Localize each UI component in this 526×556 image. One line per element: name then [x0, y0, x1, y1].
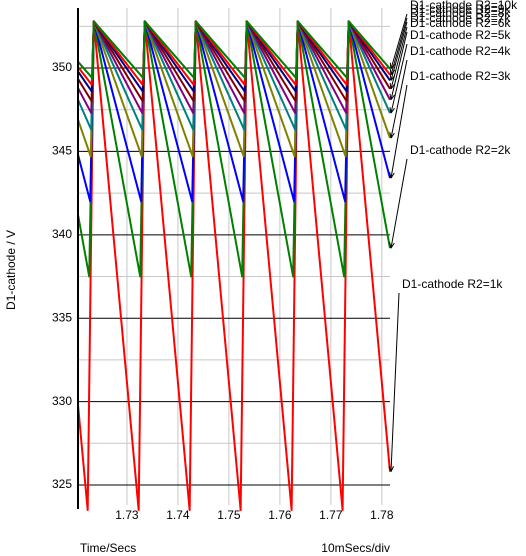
series-line	[77, 20, 391, 131]
y-tick-label: 335	[52, 310, 72, 324]
x-axis-label: Time/Secs	[80, 541, 136, 555]
series-line	[77, 20, 391, 80]
label-arrow	[390, 84, 408, 179]
x-tick-label: 1.74	[166, 508, 190, 522]
label-arrow-head	[389, 93, 395, 101]
legend-label: D1-cathode R2=2k	[410, 143, 511, 157]
legend-label: D1-cathode R2=6k	[410, 16, 511, 30]
series-line	[77, 20, 391, 511]
x-tick-label: 1.76	[268, 508, 292, 522]
label-arrow-head	[388, 465, 395, 472]
label-arrow	[390, 158, 408, 249]
series-line	[77, 20, 391, 203]
legend-label: D1-cathode R2=3k	[410, 69, 511, 83]
y-tick-label: 350	[52, 60, 72, 74]
label-arrow-head	[389, 107, 395, 114]
label-arrow-head	[389, 68, 396, 76]
legend-label: D1-cathode R2=1k	[402, 277, 503, 291]
y-tick-label: 325	[52, 477, 72, 491]
label-arrow	[390, 43, 408, 114]
series-line	[77, 20, 391, 115]
label-arrow-head	[389, 82, 396, 90]
y-axis-label: D1-cathode / V	[4, 230, 18, 310]
label-arrow-head	[389, 172, 395, 179]
label-arrow-head	[389, 62, 396, 70]
legend-label: D1-cathode R2=9k	[410, 2, 511, 16]
y-tick-label: 340	[52, 227, 72, 241]
x-tick-label: 1.77	[319, 508, 343, 522]
legend-label: D1-cathode R2=5k	[410, 28, 511, 42]
legend-label: D1-cathode R2=10k	[410, 0, 518, 12]
series-line	[77, 20, 391, 158]
label-arrow	[390, 26, 408, 90]
label-arrow	[390, 13, 408, 69]
x-tick-label: 1.73	[115, 508, 139, 522]
legend-label: D1-cathode R2=8k	[410, 6, 511, 20]
x-scale-label: 10mSecs/div	[321, 541, 390, 555]
label-arrow	[390, 31, 408, 100]
label-arrow-head	[389, 132, 395, 139]
legend-label: D1-cathode R2=7k	[410, 11, 511, 25]
label-arrow	[390, 59, 408, 139]
label-arrow-head	[389, 242, 395, 249]
label-arrow-head	[389, 74, 396, 81]
x-tick-label: 1.75	[217, 508, 241, 522]
y-tick-label: 345	[52, 144, 72, 158]
series-line	[77, 20, 391, 278]
legend-label: D1-cathode R2=4k	[410, 44, 511, 58]
x-tick-label: 1.78	[370, 508, 394, 522]
label-arrow	[390, 292, 400, 472]
y-tick-label: 330	[52, 394, 72, 408]
